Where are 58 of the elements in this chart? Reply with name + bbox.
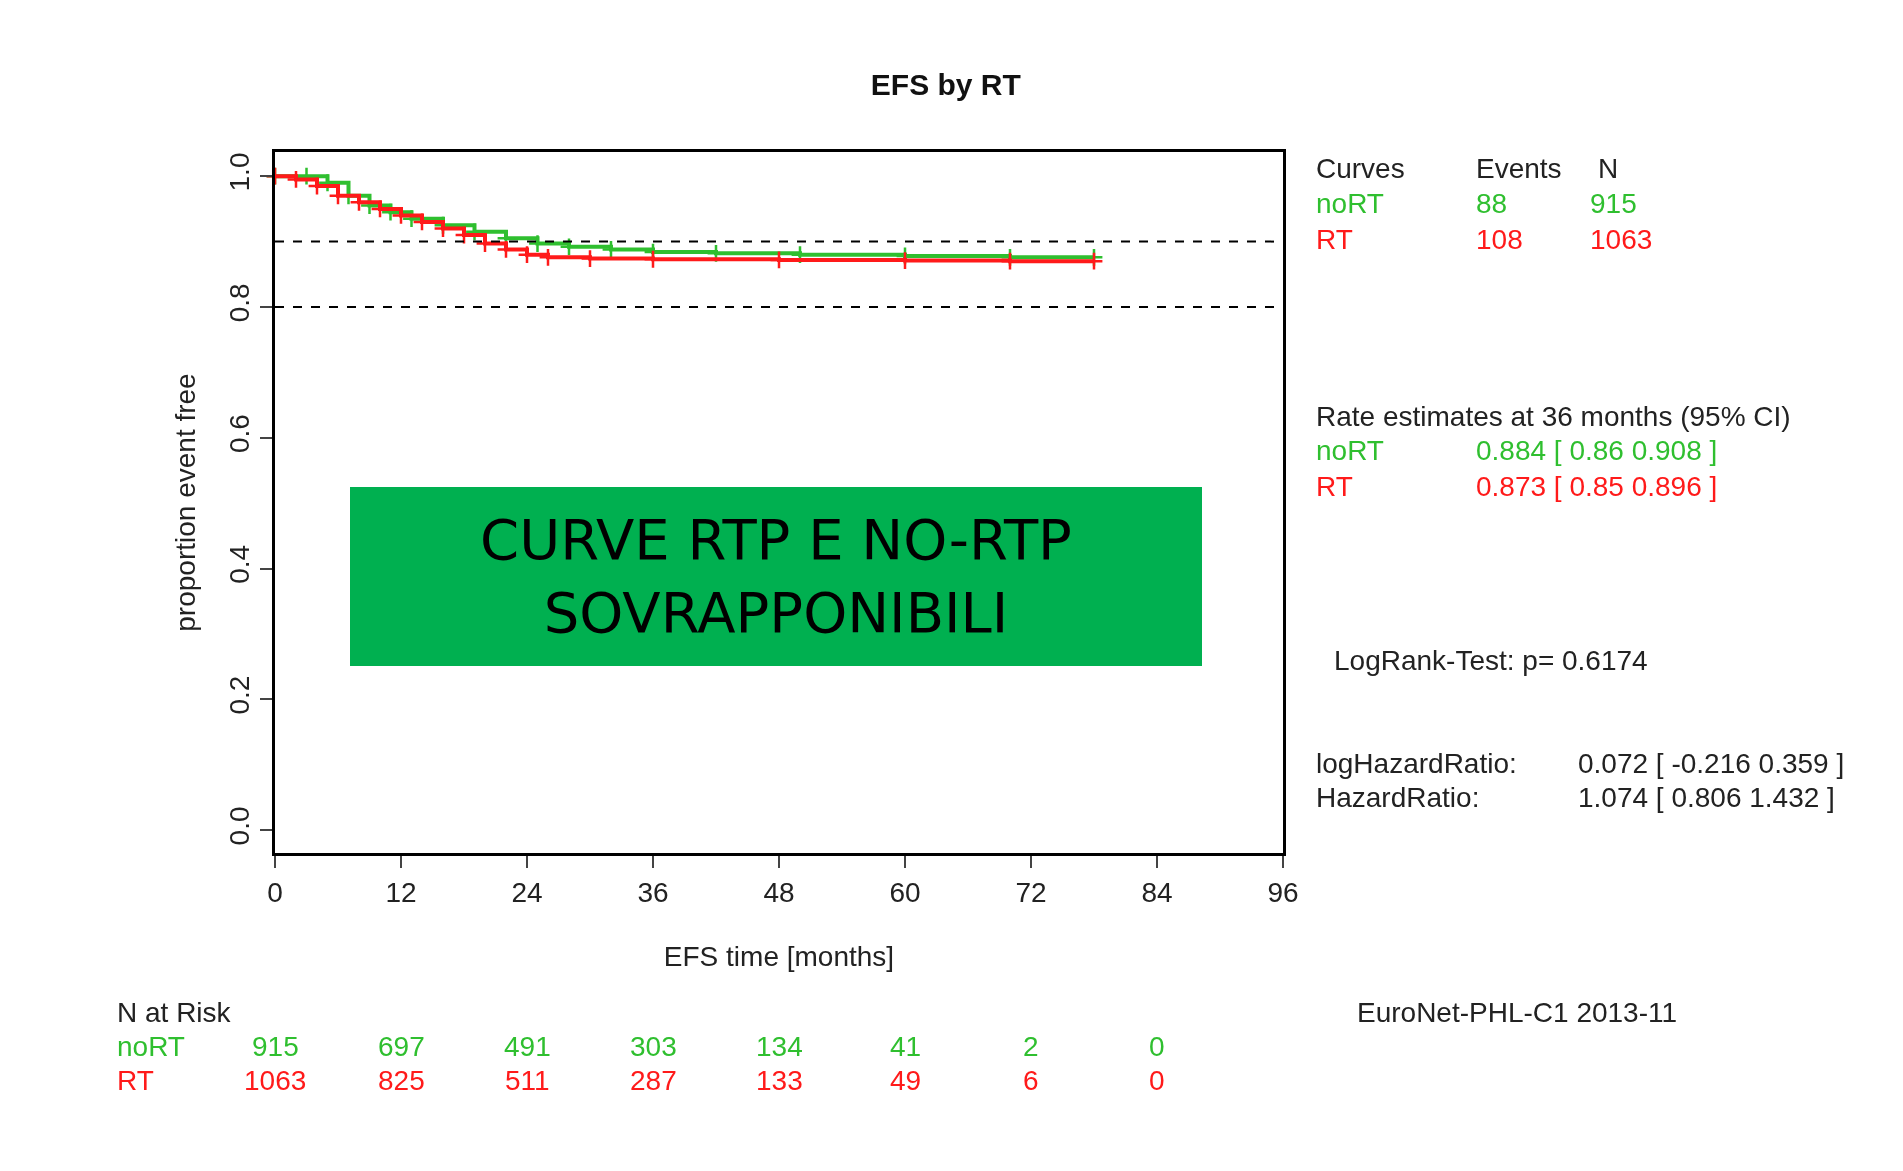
x-axis-title: EFS time [months] (663, 940, 895, 972)
text: 0.072 [ -0.216 0.359 ] (1578, 748, 1845, 779)
text: 108 (1476, 224, 1523, 255)
text: 287 (630, 1065, 677, 1096)
text: 6 (1023, 1065, 1039, 1096)
text: 41 (890, 1031, 922, 1062)
text: RT (1316, 471, 1353, 502)
callout-box: CURVE RTP E NO-RTP SOVRAPPONIBILI (350, 487, 1202, 666)
text: 825 (378, 1065, 425, 1096)
text: Curves (1316, 153, 1405, 184)
x-tick-label: 72 (1015, 876, 1047, 908)
x-tick-label: 48 (763, 876, 795, 908)
text: 915 (252, 1031, 299, 1062)
x-tick-label: 60 (889, 876, 921, 908)
x-tick-label: 24 (511, 876, 543, 908)
x-tick-label: 12 (385, 876, 417, 908)
text: HazardRatio: (1316, 782, 1480, 813)
text: 2 (1023, 1031, 1039, 1062)
x-tick-label: 0 (267, 876, 283, 908)
text: Events (1476, 153, 1562, 184)
text: N (1598, 153, 1619, 184)
y-tick-label: 0.6 (223, 414, 255, 454)
text: 303 (630, 1031, 677, 1062)
text: noRT (1316, 188, 1384, 219)
text: 0.873 [ 0.85 0.896 ] (1476, 471, 1718, 502)
text: 1.074 [ 0.806 1.432 ] (1578, 782, 1835, 813)
text: 697 (378, 1031, 425, 1062)
x-tick-label: 36 (637, 876, 669, 908)
y-tick-label: 0.2 (223, 675, 255, 715)
text: RT (1316, 224, 1353, 255)
y-tick-label: 0.4 (223, 544, 255, 584)
text: LogRank-Test: p= 0.6174 (1334, 645, 1648, 676)
text: N at Risk (117, 997, 232, 1028)
text: noRT (117, 1031, 185, 1062)
text: 49 (890, 1065, 922, 1096)
text: 0 (1149, 1031, 1165, 1062)
x-tick-label: 84 (1141, 876, 1173, 908)
text: noRT (1316, 435, 1384, 466)
text: EuroNet-PHL-C1 2013-11 (1357, 997, 1678, 1028)
y-axis-title: proportion event free (170, 373, 202, 632)
text: 0 (1149, 1065, 1165, 1096)
x-tick-label: 96 (1267, 876, 1299, 908)
y-tick-label: 0.0 (223, 806, 255, 846)
text: RT (117, 1065, 154, 1096)
y-tick-label: 1.0 (223, 152, 255, 192)
text: logHazardRatio: (1316, 748, 1517, 779)
text: 491 (504, 1031, 551, 1062)
chart-title: EFS by RT (870, 67, 1021, 101)
text: 915 (1590, 188, 1637, 219)
text: 1063 (1590, 224, 1653, 255)
text: 511 (505, 1065, 550, 1096)
text: Rate estimates at 36 months (95% CI) (1316, 401, 1791, 432)
text: 0.884 [ 0.86 0.908 ] (1476, 435, 1718, 466)
text: 133 (756, 1065, 803, 1096)
text: 134 (756, 1031, 803, 1062)
text: 88 (1476, 188, 1508, 219)
text: 1063 (244, 1065, 307, 1096)
y-tick-label: 0.8 (223, 283, 255, 323)
